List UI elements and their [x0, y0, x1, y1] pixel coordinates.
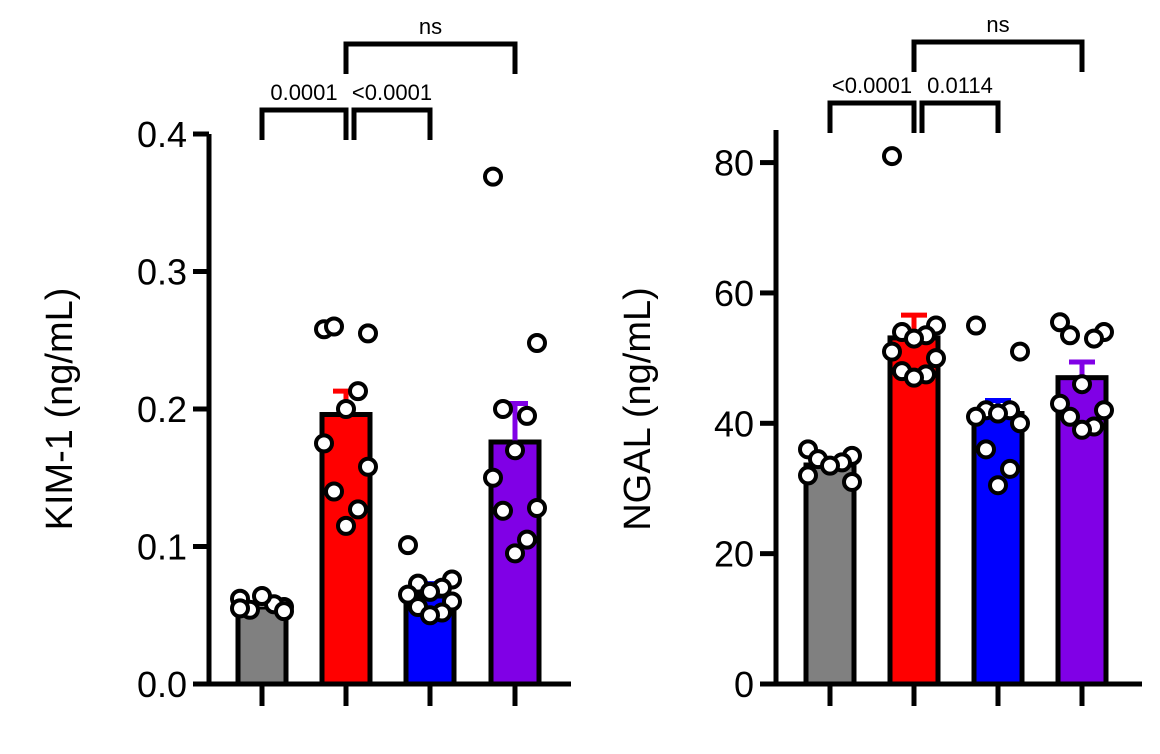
data-point [966, 315, 986, 336]
p-value-label: ns [419, 14, 442, 39]
p-value-label: ns [986, 12, 1009, 37]
data-point [493, 399, 513, 419]
y-tick-label: 0.1 [137, 527, 187, 568]
y-tick-label: 0 [734, 664, 754, 705]
data-point [398, 584, 418, 605]
data-point [926, 348, 946, 369]
data-point [336, 515, 356, 536]
bracket-line [351, 107, 433, 140]
data-point [517, 529, 537, 550]
data-point [336, 399, 356, 419]
data-point [798, 465, 818, 486]
significance-bracket-1: 0.0001 [259, 80, 349, 140]
p-value-label: 0.0001 [270, 80, 337, 105]
data-point [527, 333, 547, 353]
ngal-chart-panel: 0 20 40 60 80 NGAL (ng/mL) <0.0001 0.0114 ns [617, 12, 1142, 706]
bracket-line [343, 41, 518, 74]
data-point [1050, 393, 1070, 414]
data-point [274, 601, 294, 622]
data-point [904, 367, 924, 388]
data-points-group-3 [398, 535, 462, 626]
data-point [348, 499, 368, 520]
data-point [882, 146, 902, 167]
data-point [420, 605, 440, 626]
data-point [230, 598, 250, 619]
data-point [1094, 400, 1114, 421]
p-value-label: <0.0001 [832, 73, 912, 98]
y-tick-label: 0.3 [137, 252, 187, 293]
data-points-group-2 [314, 316, 378, 536]
data-points-group-4 [483, 166, 547, 564]
data-point [314, 433, 334, 454]
bar-2 [319, 412, 373, 687]
data-point [1072, 419, 1092, 440]
data-point [1000, 458, 1020, 479]
data-point [358, 456, 378, 477]
kim1-chart-panel: 0.0 0.1 0.2 0.3 0.4 KIM-1 (ng/mL) 0.0001 <0.000… [39, 14, 571, 706]
data-points-group-1 [230, 586, 294, 622]
significance-bracket-3: ns [911, 12, 1085, 72]
bracket-line [919, 100, 1001, 133]
p-value-label: 0.0114 [927, 73, 993, 98]
data-point [324, 316, 344, 337]
data-point [842, 471, 862, 492]
data-point [1072, 374, 1092, 395]
significance-bracket-2: <0.0001 [351, 80, 433, 140]
data-point [904, 328, 924, 349]
data-point [1060, 325, 1080, 346]
data-point [1010, 413, 1030, 434]
data-point [483, 166, 503, 187]
y-tick-label: 0.2 [137, 389, 187, 430]
data-point [1060, 406, 1080, 427]
y-tick-label: 0.4 [137, 114, 187, 155]
bar-1 [803, 462, 857, 687]
significance-bracket-1: <0.0001 [827, 73, 917, 133]
significance-bracket-3: ns [343, 14, 518, 74]
data-point [505, 440, 525, 461]
data-point [820, 455, 840, 476]
data-point [882, 341, 902, 362]
data-point [527, 498, 547, 518]
data-point [1010, 341, 1030, 362]
y-tick-label: 60 [714, 273, 754, 314]
data-point [348, 381, 368, 402]
data-points-group-3 [966, 315, 1030, 496]
y-tick-label: 0.0 [137, 664, 187, 705]
bracket-line [827, 100, 917, 133]
data-point [988, 403, 1008, 424]
y-tick-label: 80 [714, 143, 754, 184]
y-tick-label: 20 [714, 534, 754, 575]
data-point [966, 406, 986, 427]
data-point [420, 581, 440, 602]
data-point [358, 323, 378, 344]
data-point [517, 405, 537, 426]
y-axis-title: KIM-1 (ng/mL) [39, 288, 81, 531]
data-point [324, 481, 344, 502]
data-points-group-4 [1050, 312, 1114, 440]
data-point [398, 535, 418, 556]
y-tick-label: 40 [714, 403, 754, 444]
bar-2 [887, 335, 941, 687]
bracket-line [911, 39, 1085, 72]
data-point [1084, 328, 1104, 349]
significance-bracket-2: 0.0114 [919, 73, 1001, 133]
data-point [483, 467, 503, 488]
data-point [252, 586, 272, 606]
bracket-line [259, 107, 349, 140]
data-point [505, 543, 525, 564]
data-point [976, 439, 996, 460]
data-points-group-2 [882, 146, 946, 388]
p-value-label: <0.0001 [352, 80, 432, 105]
data-point [988, 475, 1008, 496]
data-point [1050, 312, 1070, 333]
data-points-group-1 [798, 439, 862, 492]
data-point [493, 500, 513, 521]
y-axis-title: NGAL (ng/mL) [617, 287, 659, 531]
